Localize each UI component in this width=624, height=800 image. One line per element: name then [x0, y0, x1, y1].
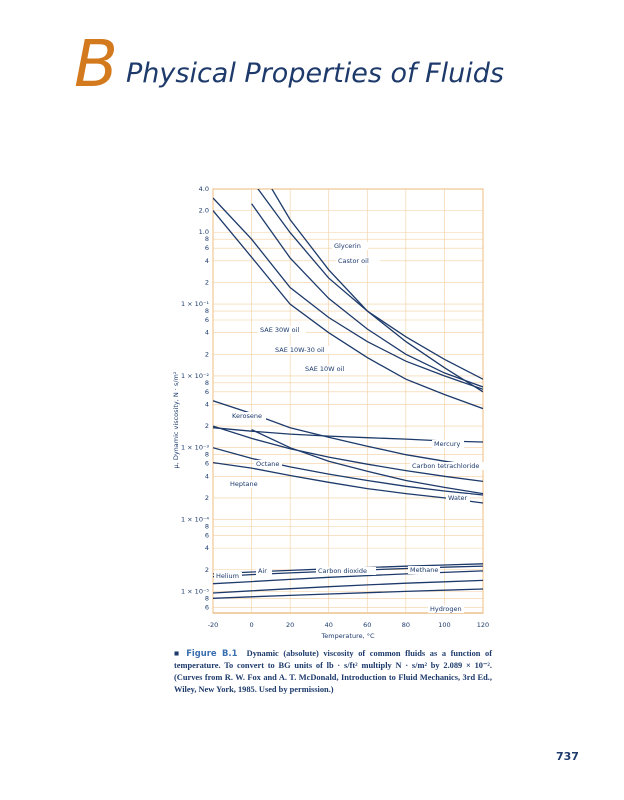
x-axis-label: Temperature, °C	[320, 632, 375, 640]
x-tick-label: 60	[363, 621, 371, 629]
x-tick-label: -20	[208, 621, 219, 629]
series-label-bg	[428, 605, 464, 613]
plot-frame	[212, 188, 484, 614]
y-tick-label: 4.0	[199, 185, 209, 193]
data-line	[213, 425, 483, 483]
y-tick-label: 2	[205, 566, 209, 574]
series-label-bg	[446, 494, 470, 502]
figure-caption: ■ Figure B.1 Dynamic (absolute) viscosit…	[174, 648, 493, 694]
y-tick-label: 1 × 10⁻⁴	[181, 516, 209, 524]
series-label: Air	[258, 567, 267, 575]
series-label-bg	[254, 460, 282, 468]
series-label: Carbon tetrachloride	[412, 462, 479, 470]
y-tick-label: 2	[205, 278, 209, 286]
series-label: SAE 10W-30 oil	[275, 346, 325, 354]
y-tick-label: 2	[205, 422, 209, 430]
series-label-bg	[273, 346, 333, 354]
series-label: Water	[448, 494, 468, 502]
series-label-bg	[258, 326, 306, 334]
series-label-bg	[214, 572, 242, 580]
series-label-bg	[228, 480, 260, 488]
series-label-bg	[410, 462, 494, 470]
series-label-bg	[332, 242, 368, 250]
page-number: 737	[556, 750, 579, 763]
data-line	[251, 203, 483, 388]
data-line	[213, 447, 483, 496]
x-tick-label: 40	[325, 621, 333, 629]
series-label-bg	[336, 257, 380, 265]
series-label: Heptane	[230, 480, 258, 488]
y-tick-label: 8	[205, 379, 209, 387]
series-label: SAE 10W oil	[305, 365, 344, 373]
x-tick-label: 20	[286, 621, 294, 629]
y-tick-label: 8	[205, 307, 209, 315]
series-label: Carbon dioxide	[318, 567, 367, 575]
data-line	[213, 210, 483, 410]
series-label: Octane	[256, 460, 279, 468]
data-line	[213, 588, 483, 599]
series-label: Methane	[410, 566, 438, 574]
data-line	[213, 400, 483, 468]
caption-text: Dynamic (absolute) viscosity of common f…	[174, 649, 493, 694]
y-tick-label: 1 × 10⁻⁵	[181, 587, 209, 595]
x-tick-label: 100	[438, 621, 450, 629]
caption-label: Figure B.1	[186, 648, 238, 658]
chart: Temperature, °C μ, Dynamic viscosity, N …	[172, 185, 494, 640]
x-tick-label: 80	[402, 621, 410, 629]
y-tick-label: 1 × 10⁻¹	[181, 300, 209, 308]
data-line	[257, 189, 483, 380]
data-line	[213, 197, 483, 390]
series-label: Castor oil	[338, 257, 369, 265]
series-label: Mercury	[434, 440, 461, 448]
series-label-bg	[432, 440, 464, 448]
y-tick-label: 4	[205, 472, 209, 480]
y-tick-label: 4	[205, 544, 209, 552]
data-line	[213, 579, 483, 594]
y-tick-label: 4	[205, 400, 209, 408]
series-label: Glycerin	[334, 242, 361, 250]
y-tick-label: 1 × 10⁻³	[181, 444, 209, 452]
series-label-bg	[256, 567, 272, 575]
y-axis-label: μ, Dynamic viscosity, N · s/m²	[172, 371, 180, 468]
appendix-letter: B	[74, 28, 118, 102]
y-tick-label: 6	[205, 316, 209, 324]
series-label: Kerosene	[232, 412, 262, 420]
data-line	[251, 429, 483, 495]
series-label-bg	[303, 365, 351, 373]
y-tick-label: 2.0	[199, 207, 209, 215]
y-tick-label: 4	[205, 257, 209, 265]
y-tick-label: 6	[205, 603, 209, 611]
appendix-title: Physical Properties of Fluids	[126, 58, 504, 89]
series-label-bg	[230, 412, 266, 420]
y-tick-label: 2	[205, 350, 209, 358]
y-tick-label: 1 × 10⁻²	[181, 372, 209, 380]
data-line	[213, 461, 483, 504]
y-tick-label: 6	[205, 460, 209, 468]
y-tick-label: 6	[205, 531, 209, 539]
y-tick-label: 8	[205, 235, 209, 243]
x-tick-label: 120	[477, 621, 489, 629]
y-tick-label: 6	[205, 388, 209, 396]
y-tick-label: 6	[205, 244, 209, 252]
series-label-bg	[316, 567, 376, 575]
y-tick-label: 4	[205, 329, 209, 337]
y-tick-label: 1.0	[199, 228, 209, 236]
series-label: SAE 30W oil	[260, 326, 299, 334]
y-tick-label: 2	[205, 494, 209, 502]
series-label-bg	[408, 566, 440, 574]
y-tick-label: 8	[205, 594, 209, 602]
x-tick-label: 0	[250, 621, 254, 629]
y-tick-label: 8	[205, 451, 209, 459]
y-tick-label: 8	[205, 523, 209, 531]
series-label: Hydrogen	[430, 605, 462, 613]
series-label: Helium	[216, 572, 239, 580]
